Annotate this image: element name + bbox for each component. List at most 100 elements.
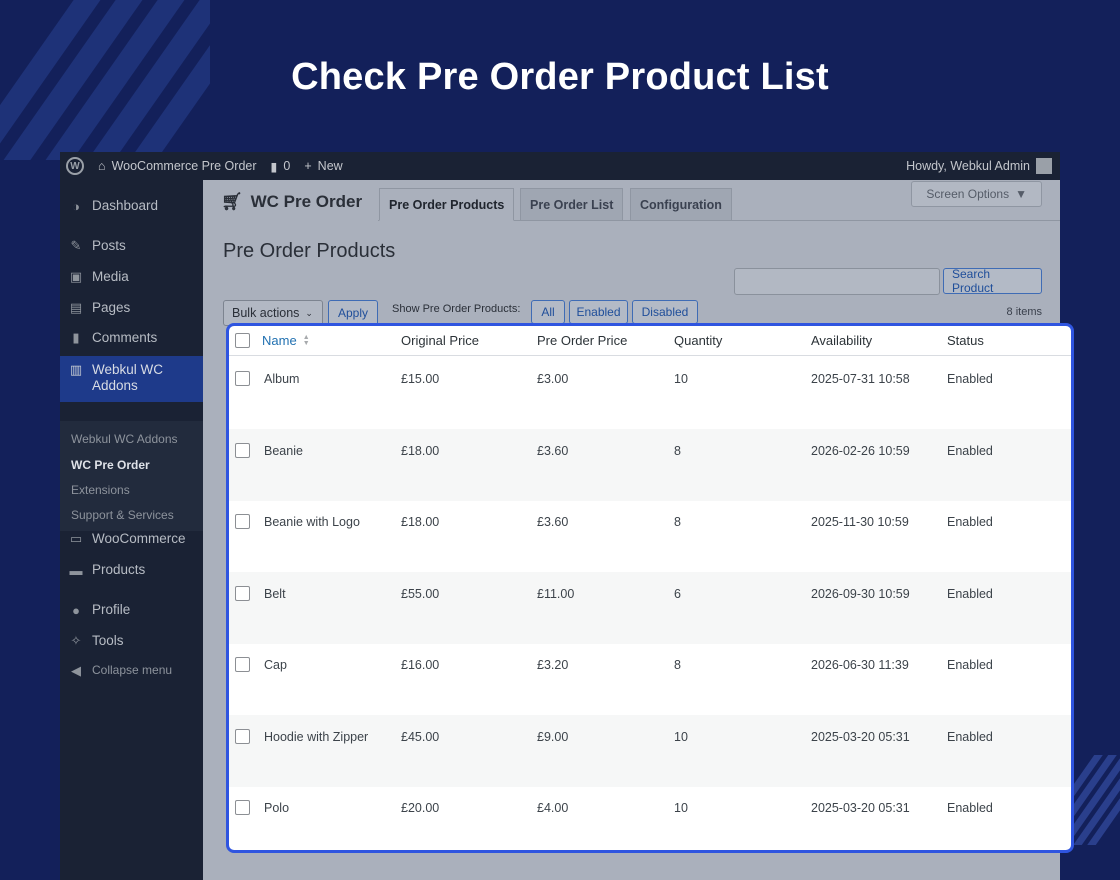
cell-original-price: £20.00 bbox=[401, 801, 440, 815]
cell-pre-order-price: £3.20 bbox=[537, 658, 569, 672]
row-checkbox[interactable] bbox=[235, 728, 250, 744]
cell-name: Cap bbox=[264, 658, 287, 672]
filter-all-button[interactable]: All bbox=[531, 300, 565, 324]
tab-pre-order-products[interactable]: Pre Order Products bbox=[379, 188, 515, 221]
sidebar-item-profile[interactable]: ● Profile bbox=[60, 602, 203, 618]
site-name-link[interactable]: ⌂ WooCommerce Pre Order bbox=[98, 159, 257, 173]
cell-quantity: 6 bbox=[674, 586, 681, 601]
cell-quantity: 10 bbox=[674, 372, 688, 386]
cell-pre-order-price: £9.00 bbox=[537, 729, 569, 744]
sort-icon: ▲ ▼ bbox=[302, 333, 310, 347]
cell-quantity: 8 bbox=[674, 515, 681, 529]
cell-status: Enabled bbox=[947, 658, 993, 672]
pin-icon: ✎ bbox=[70, 238, 82, 253]
cell-quantity: 8 bbox=[674, 658, 681, 672]
sidebar-item-webkul-addons[interactable]: ▥ Webkul WC Addons bbox=[60, 356, 203, 402]
cell-original-price: £15.00 bbox=[401, 372, 440, 386]
archive-icon: ▬ bbox=[69, 562, 83, 578]
tab-pre-order-list[interactable]: Pre Order List bbox=[520, 188, 624, 221]
plus-icon: + bbox=[304, 159, 312, 173]
cell-name: Beanie with Logo bbox=[264, 515, 360, 529]
select-all-checkbox[interactable] bbox=[235, 333, 250, 348]
cell-name: Beanie bbox=[264, 443, 303, 458]
comments-link[interactable]: ▮ 0 bbox=[270, 159, 291, 174]
headline: Check Pre Order Product List bbox=[291, 56, 829, 98]
admin-bar: W ⌂ WooCommerce Pre Order ▮ 0 + New Howd… bbox=[60, 152, 1060, 180]
table-row: Cap £16.00 £3.20 8 2026-06-30 11:39 Enabled bbox=[229, 643, 1071, 715]
submenu-item-support[interactable]: Support & Services bbox=[71, 508, 174, 522]
cart-icon: 🛒︎ bbox=[221, 192, 243, 211]
pages-icon: ▤ bbox=[69, 300, 83, 315]
filter-disabled-button[interactable]: Disabled bbox=[632, 300, 698, 324]
account-menu[interactable]: Howdy, Webkul Admin bbox=[906, 158, 1052, 174]
chevron-down-icon: ⌄ bbox=[305, 307, 313, 318]
cell-pre-order-price: £11.00 bbox=[537, 586, 575, 601]
avatar bbox=[1036, 158, 1052, 174]
sidebar-item-products[interactable]: ▬ Products bbox=[69, 562, 146, 578]
sidebar-item-tools[interactable]: ✧ Tools bbox=[60, 633, 203, 649]
tab-configuration[interactable]: Configuration bbox=[630, 188, 732, 221]
user-icon: ● bbox=[72, 602, 80, 618]
cell-status: Enabled bbox=[947, 729, 993, 744]
cell-original-price: £45.00 bbox=[401, 729, 440, 744]
sidebar-item-woocommerce[interactable]: ▭ WooCommerce bbox=[69, 531, 186, 546]
cell-pre-order-price: £3.60 bbox=[537, 443, 569, 458]
search-input[interactable] bbox=[734, 268, 940, 295]
sidebar-item-posts[interactable]: ✎ Posts bbox=[60, 238, 203, 254]
page-title: Pre Order Products bbox=[223, 240, 396, 262]
filter-label: Show Pre Order Products: bbox=[392, 303, 521, 315]
row-checkbox[interactable] bbox=[235, 442, 250, 458]
cell-original-price: £18.00 bbox=[401, 515, 440, 529]
sidebar-item-dashboard[interactable]: ◑ Dashboard bbox=[60, 198, 203, 214]
dashboard-icon: ◑ bbox=[72, 198, 80, 214]
cell-status: Enabled bbox=[947, 801, 993, 815]
new-content-link[interactable]: + New bbox=[304, 159, 343, 173]
row-checkbox[interactable] bbox=[235, 514, 250, 529]
main-content: 🛒︎ WC Pre Order Pre Order Products Pre O… bbox=[203, 180, 1060, 880]
woo-icon: ▭ bbox=[69, 531, 83, 546]
comments-icon: ▮ bbox=[72, 330, 80, 345]
search-product-button[interactable]: Search Product bbox=[943, 267, 1042, 295]
sidebar-item-comments[interactable]: ▮ Comments bbox=[60, 330, 203, 346]
cell-availability: 2025-03-20 05:31 bbox=[811, 801, 910, 815]
comment-icon: ▮ bbox=[270, 159, 278, 174]
table-row: Polo £20.00 £4.00 10 2025-03-20 05:31 Enabled bbox=[229, 786, 1071, 850]
screen-options-button[interactable]: Screen Options ▼ bbox=[911, 181, 1042, 207]
wordpress-logo-icon[interactable]: W bbox=[66, 157, 84, 175]
collapse-menu-button[interactable]: ◀ Collapse menu bbox=[60, 663, 203, 679]
cell-availability: 2025-07-31 10:58 bbox=[811, 372, 910, 386]
submenu-item-extensions[interactable]: Extensions bbox=[71, 483, 130, 497]
cell-pre-order-price: £4.00 bbox=[537, 801, 569, 815]
row-checkbox[interactable] bbox=[235, 657, 250, 672]
filter-enabled-button[interactable]: Enabled bbox=[569, 300, 628, 324]
cell-original-price: £18.00 bbox=[401, 443, 440, 458]
row-checkbox[interactable] bbox=[235, 371, 250, 386]
sidebar-item-media[interactable]: ▣ Media bbox=[69, 269, 129, 284]
submenu-item-wc-pre-order[interactable]: WC Pre Order bbox=[71, 458, 150, 472]
cell-availability: 2025-11-30 10:59 bbox=[811, 515, 909, 529]
bulk-actions-select[interactable]: Bulk actions ⌄ bbox=[223, 300, 323, 326]
column-pre-order-price-header: Pre Order Price bbox=[537, 333, 628, 348]
cell-original-price: £16.00 bbox=[401, 658, 440, 672]
cell-status: Enabled bbox=[947, 372, 993, 386]
row-checkbox[interactable] bbox=[235, 585, 250, 601]
table-row: Album £15.00 £3.00 10 2025-07-31 10:58 Enable… bbox=[229, 357, 1071, 429]
cell-availability: 2026-02-26 10:59 bbox=[811, 443, 910, 458]
wrench-icon: ✧ bbox=[70, 633, 82, 648]
submenu-item-webkul-addons[interactable]: Webkul WC Addons bbox=[71, 432, 178, 446]
cell-quantity: 10 bbox=[674, 801, 688, 815]
column-quantity-header: Quantity bbox=[674, 333, 723, 348]
cell-status: Enabled bbox=[947, 515, 993, 529]
column-name-header[interactable]: Name ▲ ▼ bbox=[262, 333, 310, 348]
row-checkbox[interactable] bbox=[235, 800, 250, 815]
column-status-header: Status bbox=[947, 333, 984, 348]
media-icon: ▣ bbox=[69, 269, 83, 284]
cell-quantity: 10 bbox=[674, 729, 688, 744]
table-row: Beanie with Logo £18.00 £3.60 8 2025-11-30 1… bbox=[229, 500, 1071, 572]
table-header: Name ▲ ▼ Original Price Pre Order Price Q… bbox=[229, 326, 1071, 356]
sidebar-item-pages[interactable]: ▤ Pages bbox=[69, 300, 131, 315]
table-row: Hoodie with Zipper £45.00 £9.00 10 2025-03-2… bbox=[229, 714, 1071, 787]
home-icon: ⌂ bbox=[98, 159, 106, 173]
admin-sidebar: ◑ Dashboard ✎ Posts ▣ Media ▤ Pages ▮ Co… bbox=[60, 180, 203, 880]
pre-order-products-table: Name ▲ ▼ Original Price Pre Order Price Q… bbox=[226, 323, 1074, 853]
